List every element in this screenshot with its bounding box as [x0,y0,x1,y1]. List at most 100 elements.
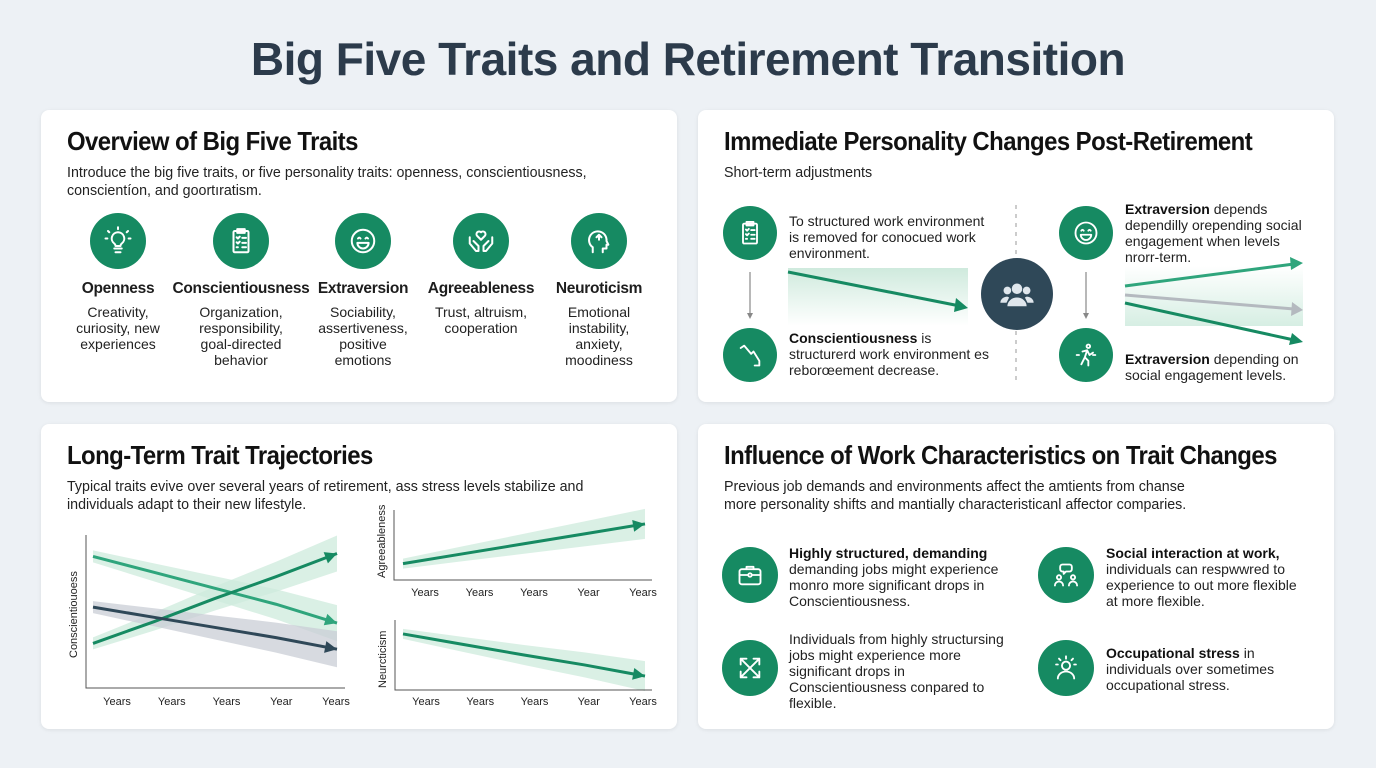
trait-neuroticism: Neuroticism Emotional instability, anxiet… [534,280,664,368]
top-right-text: Extraversion depends dependilly orependi… [1125,201,1310,265]
long-term-card: Long-Term Trait Trajectories Typical tra… [41,424,677,729]
overview-card: Overview of Big Five Traits Introduce th… [41,110,677,402]
trend-line [402,632,646,678]
item-bold: Highly structured, demanding [789,545,988,561]
x-tick-label: Years [520,587,548,599]
trait-bold: Extraversion [1125,351,1210,367]
decline-arrow [1124,301,1295,342]
smiley-icon [1059,206,1113,260]
y-axis-label: Neurcticism [377,630,389,688]
trait-name: Neuroticism [555,280,643,297]
item-bold: Occupational stress [1106,645,1240,661]
arrowhead [323,613,337,626]
trait-name: Agreeableness [427,280,535,297]
x-tick-label: Year [270,696,293,708]
item-text: Individuals from highly structursing job… [789,631,1004,711]
item-bold: Social interaction at work, [1106,545,1280,561]
text: is structurerd work environment es rebor… [789,330,989,378]
confidence-band [403,508,645,569]
trend-line [402,522,646,566]
confidence-band [403,628,645,692]
arrowhead [632,668,645,680]
item-text: demanding jobs might experience monro mo… [789,561,999,609]
card-title: Overview of Big Five Traits [67,126,358,156]
x-tick-label: Years [322,696,350,708]
work-characteristics-card: Influence of Work Characteristics on Tra… [698,424,1334,729]
smiley-icon [335,213,391,269]
trend-line [92,552,338,645]
card-title: Influence of Work Characteristics on Tra… [724,440,1277,470]
bottom-right-text: Extraversion depending on social engagem… [1125,351,1305,383]
people-chat-icon [1038,547,1094,603]
clipboard-checklist-icon [213,213,269,269]
trait-conscientiousness: Conscientiousness Organization, responsib… [161,280,321,368]
x-tick-label: Years [466,696,495,708]
increase-arrow [1124,262,1295,288]
card-subtitle: Short-term adjustments [724,164,873,181]
trait-desc: Sociability, assertiveness, positive emo… [318,304,408,368]
decrease-arrow [787,270,961,308]
work-item: Individuals from highly structursing job… [789,631,1014,711]
immediate-changes-card: Immediate Personality Changes Post-Retir… [698,110,1334,402]
x-tick-label: Year [577,587,600,599]
x-tick-label: Year [577,696,600,708]
stressed-person-icon [1038,640,1094,696]
hands-heart-icon [453,213,509,269]
trait-name: Openness [81,280,155,297]
x-tick-label: Years [411,587,439,599]
work-item: Highly structured, demanding demanding j… [789,545,1014,609]
trait-openness: Openness Creativity, curiosity, new exper… [53,280,183,352]
trait-desc: Organization, responsibility, goal-direc… [199,304,283,368]
card-intro: Typical traits evive over several years … [67,478,584,513]
trend-line [92,554,338,625]
trajectory-charts [85,508,652,692]
item-text: in individuals over sometimes occupation… [1106,645,1275,693]
card-title: Immediate Personality Changes Post-Retir… [724,126,1253,156]
trait-desc: Trust, altruism, cooperation [434,304,528,336]
trait-name: Conscientiousness [172,280,310,297]
y-axis-label: Conscientiouoess [68,571,80,658]
bottom-left-text: Conscientiousness is structurerd work en… [789,330,989,378]
trait-desc: Emotional instability, anxiety, moodines… [565,304,633,368]
x-tick-label: Years [412,696,440,708]
clipboard-checklist-icon [723,206,777,260]
x-tick-label: Years [520,696,549,708]
x-tick-label: Years [103,696,131,708]
axis [85,535,345,689]
x-tick-label: Years [465,587,494,599]
top-left-text: To structured work environment is remove… [789,213,985,261]
work-item: Social interaction at work, individuals … [1106,545,1311,609]
axis [393,510,652,581]
stable-arrow [1124,293,1295,311]
x-tick-label: Years [157,696,186,708]
person-running-icon [1059,328,1113,382]
trait-desc: Creativity, curiosity, new experiences [76,304,160,352]
arrowhead [632,519,645,532]
immediate-arrows [747,205,1303,382]
lightbulb-icon [90,213,146,269]
item-text: individuals can respwwred to experience … [1106,561,1297,609]
card-intro: Introduce the big five traits, or five p… [67,164,587,199]
page-title: Big Five Traits and Retirement Transitio… [250,33,1126,85]
work-item: Occupational stress in individuals over … [1106,645,1291,693]
briefcase-icon [722,547,778,603]
x-tick-label: Years [212,696,241,708]
trait-name: Extraversion [317,280,409,297]
x-tick-label: Years [629,696,657,708]
crossed-arrows-icon [722,640,778,696]
head-icon [571,213,627,269]
trait-extraversion: Extraversion Sociability, assertiveness, … [298,280,428,368]
arrowhead [323,552,337,564]
card-title: Long-Term Trait Trajectories [67,440,373,470]
card-intro: Previous job demands and environments af… [724,478,1187,513]
arrowhead [324,641,337,653]
trait-agreeableness: Agreeableness Trust, altruism, cooperatio… [416,280,546,336]
trend-line [92,605,338,651]
trait-bold: Extraversion [1125,201,1210,217]
x-tick-label: Years [629,587,657,599]
trend-down-arrow-icon [723,328,777,382]
group-icon [981,258,1053,330]
text: depends dependilly orepending social eng… [1125,201,1302,265]
axis [394,620,652,691]
y-axis-label: Agreeableness [376,504,388,578]
